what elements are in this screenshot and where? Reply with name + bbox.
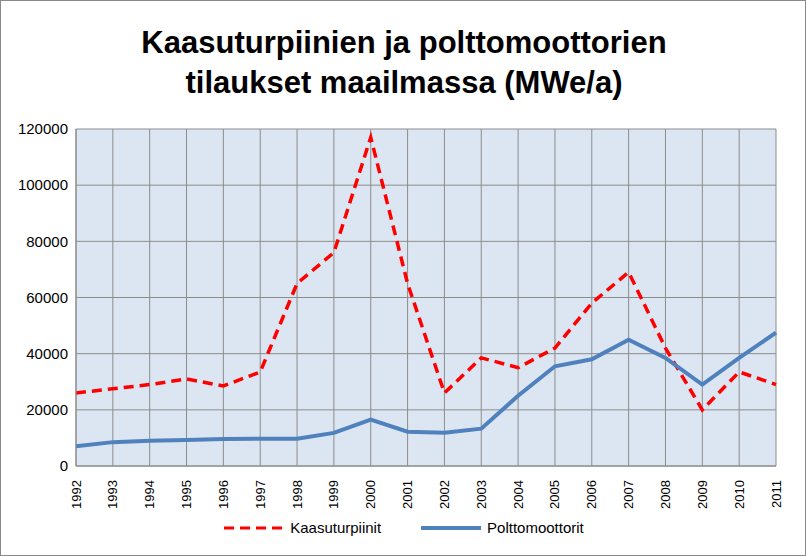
svg-text:1995: 1995	[179, 480, 194, 509]
svg-text:2004: 2004	[511, 480, 526, 509]
svg-text:2000: 2000	[363, 480, 378, 509]
svg-text:20000: 20000	[26, 401, 68, 418]
svg-text:2007: 2007	[621, 480, 636, 509]
svg-text:120000: 120000	[18, 120, 68, 137]
svg-text:60000: 60000	[26, 289, 68, 306]
svg-text:2006: 2006	[584, 480, 599, 509]
svg-text:40000: 40000	[26, 345, 68, 362]
svg-text:2003: 2003	[474, 480, 489, 509]
svg-text:2001: 2001	[400, 480, 415, 509]
svg-text:2009: 2009	[695, 480, 710, 509]
svg-text:80000: 80000	[26, 233, 68, 250]
svg-text:0: 0	[60, 457, 68, 474]
svg-text:1994: 1994	[142, 480, 157, 509]
svg-text:2011: 2011	[769, 480, 784, 508]
svg-text:1996: 1996	[216, 480, 231, 509]
svg-text:1993: 1993	[105, 480, 120, 509]
html-text:Kaasuturpiinien ja polttomoott: Kaasuturpiinien ja polttomoottorien tila…	[141, 25, 667, 100]
svg-text:100000: 100000	[18, 176, 68, 193]
svg-text:1992: 1992	[69, 480, 84, 509]
html-text:Kaasuturpiinit: Kaasuturpiinit	[290, 519, 382, 536]
svg-text:2010: 2010	[732, 480, 747, 509]
svg-text:1997: 1997	[253, 480, 268, 509]
html-text:Polttomoottorit: Polttomoottorit	[487, 519, 584, 536]
svg-text:2005: 2005	[547, 480, 562, 509]
svg-text:1999: 1999	[326, 480, 341, 509]
svg-text:2008: 2008	[658, 480, 673, 509]
svg-text:1998: 1998	[290, 480, 305, 509]
svg-text:2002: 2002	[437, 480, 452, 509]
